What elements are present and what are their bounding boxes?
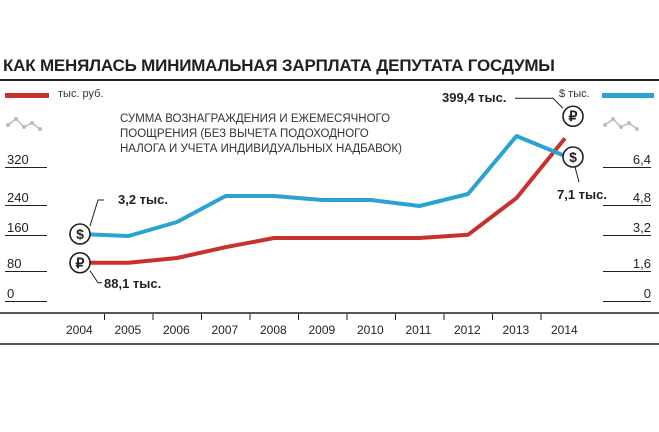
x-tick-label: 2012	[454, 323, 481, 337]
x-tick-label: 2006	[163, 323, 190, 337]
x-tick-label: 2009	[308, 323, 336, 337]
y-right-tick-line	[603, 167, 651, 168]
x-tick-label: 2008	[260, 323, 287, 337]
usd-start-annotation: 3,2 тыс.	[118, 192, 168, 207]
y-left-tick-line	[5, 271, 47, 272]
chart-note: СУММА ВОЗНАГРАЖДЕНИЯ И ЕЖЕМЕСЯЧНОГО ПООЩ…	[120, 113, 402, 155]
y-left-tick-label: 80	[7, 256, 22, 271]
x-tick-label: 2007	[211, 323, 239, 337]
y-left-tick-label: 0	[7, 286, 15, 301]
y-left-tick-label: 160	[7, 220, 29, 235]
y-right-tick-label: 1,6	[632, 256, 651, 271]
right-axis-line-icon-dot	[619, 125, 623, 129]
rub-start-annotation: 88,1 тыс.	[104, 276, 161, 291]
rub-end-annotation: 399,4 тыс.	[442, 90, 506, 105]
title-rule	[0, 79, 659, 81]
left-axis-line-icon-dot	[22, 125, 26, 129]
usd-start-marker-symbol: $	[76, 226, 84, 242]
y-left-tick-line	[5, 235, 47, 236]
legend-swatch-usd	[602, 93, 654, 98]
left-axis-line-icon-dot	[38, 127, 42, 131]
usd-end-marker-symbol: $	[569, 149, 577, 165]
left-axis-line-icon-dot	[30, 121, 34, 125]
y-right-tick-line	[603, 235, 651, 236]
usd-start-marker	[69, 223, 91, 245]
left-axis-line-icon-dot	[6, 123, 10, 127]
y-right-tick-line	[603, 271, 651, 272]
x-tick-label: 2014	[551, 323, 578, 337]
left-axis-line-icon-dot	[14, 117, 18, 121]
legend-swatch-rub	[5, 93, 49, 98]
y-right-tick-label: 4,8	[632, 190, 651, 205]
rub-start-marker	[69, 251, 91, 274]
rub-end-marker	[562, 105, 584, 128]
series-line-usd	[79, 134, 566, 238]
y-left-tick-line	[5, 205, 47, 206]
usd-start-leader	[89, 199, 104, 227]
chart-title: КАК МЕНЯЛАСЬ МИНИМАЛЬНАЯ ЗАРПЛАТА ДЕПУТА…	[3, 56, 555, 75]
y-left-tick-line	[5, 167, 47, 168]
x-tick-label: 2005	[114, 323, 142, 337]
series-line-rub	[80, 136, 567, 265]
y-left-tick-label: 320	[7, 152, 29, 167]
rub-start-marker-symbol: ₽	[76, 255, 85, 271]
right-axis-line-icon-dot	[603, 123, 607, 127]
rub-end-marker-symbol: ₽	[569, 108, 578, 124]
usd-end-annotation: 7,1 тыс.	[557, 187, 607, 202]
right-axis-line-icon-dot	[627, 121, 631, 125]
y-left-tick-line	[5, 301, 47, 302]
usd-end-leader	[574, 166, 580, 183]
y-right-tick-line	[603, 301, 651, 302]
y-right-tick-label: 3,2	[632, 220, 651, 235]
usd-end-marker	[562, 146, 584, 168]
x-tick-label: 2011	[405, 323, 432, 337]
rub-start-leader	[89, 270, 102, 284]
legend-label-usd: $ тыс.	[559, 88, 590, 100]
legend-label-rub: тыс. руб.	[58, 88, 104, 100]
y-right-tick-line	[603, 205, 651, 206]
y-right-tick-label: 0	[643, 286, 651, 301]
y-left-tick-label: 240	[7, 190, 29, 205]
x-tick-label: 2010	[357, 323, 384, 337]
rub-end-leader	[515, 97, 564, 109]
right-axis-line-icon-dot	[635, 127, 639, 131]
x-tick-label: 2004	[66, 323, 93, 337]
y-right-tick-label: 6,4	[632, 152, 651, 167]
right-axis-line-icon-dot	[611, 117, 615, 121]
x-tick-label: 2013	[502, 323, 530, 337]
